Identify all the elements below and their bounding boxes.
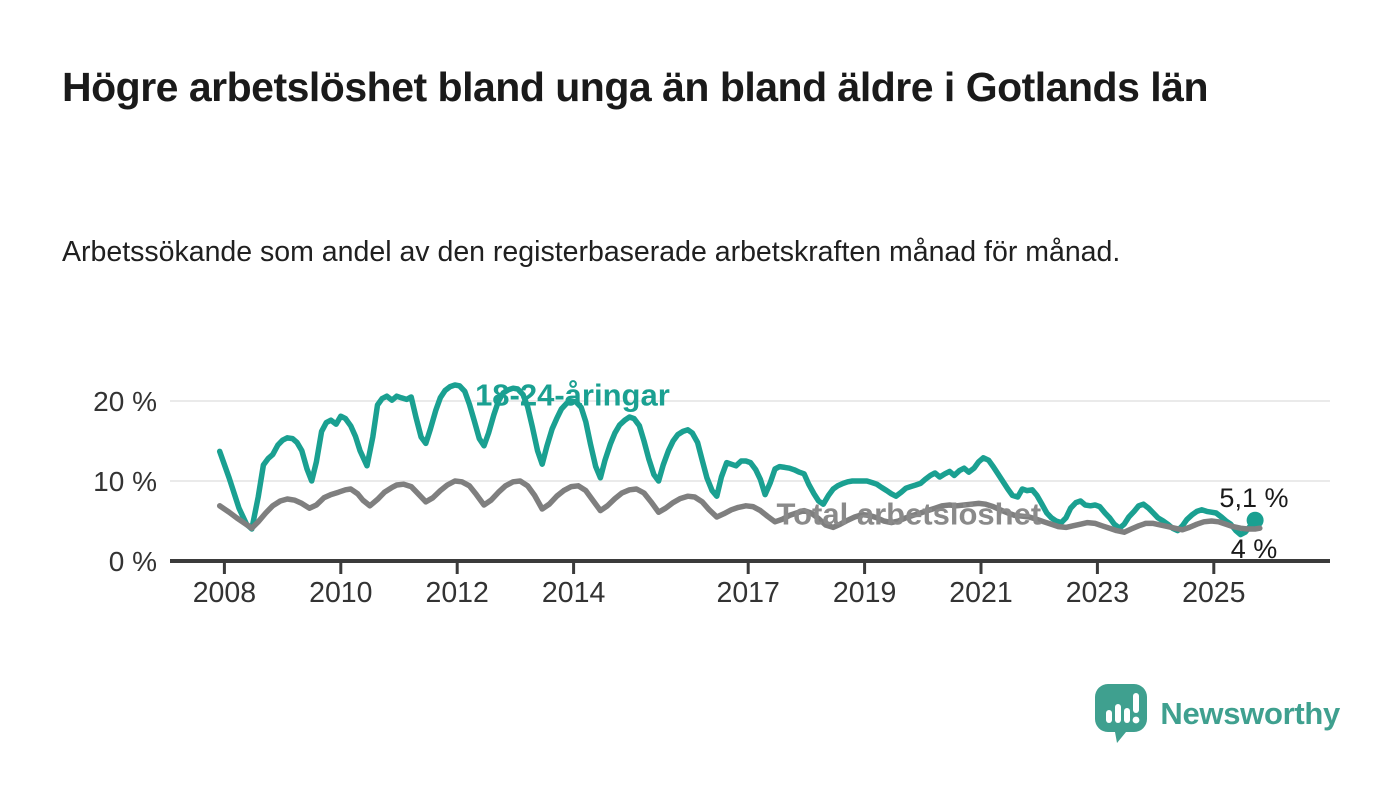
x-tick-label-2025: 2025 <box>1182 577 1245 609</box>
newsworthy-wordmark: Newsworthy <box>1160 696 1340 731</box>
newsworthy-bubble-chart-icon <box>1095 684 1148 743</box>
series-label-total: Total arbetslöshet <box>776 496 1041 531</box>
x-tick-label-2019: 2019 <box>833 577 896 609</box>
y-tick-label-10: 10 % <box>93 466 157 497</box>
chart-subtitle: Arbetssökande som andel av den registerb… <box>62 236 1121 268</box>
y-tick-label-0: 0 % <box>109 546 157 577</box>
chart-plot-area: 0 % 10 % 20 % 2008 2010 2012 2014 2017 2019 2021 2… <box>93 378 1330 609</box>
series-line-youth-18-24 <box>216 382 1258 538</box>
x-tick-label-2023: 2023 <box>1066 577 1129 609</box>
series-label-youth-18-24: 18-24-åringar <box>475 378 670 413</box>
x-tick-label-2014: 2014 <box>542 577 606 609</box>
latest-value-annotation-1: 4 % <box>1231 534 1278 564</box>
page-title: Högre arbetslöshet bland unga än bland ä… <box>62 64 1209 110</box>
x-tick-label-2017: 2017 <box>716 577 779 609</box>
x-tick-label-2021: 2021 <box>949 577 1012 609</box>
newsworthy-logo: Newsworthy <box>1095 684 1340 744</box>
latest-value-annotation-0: 5,1 % <box>1219 483 1288 513</box>
series-line-total <box>216 478 1263 535</box>
y-tick-label-20: 20 % <box>93 386 157 417</box>
x-tick-label-2010: 2010 <box>309 577 372 609</box>
series-end-dot-youth-18-24 <box>1246 511 1264 529</box>
x-tick-label-2008: 2008 <box>193 577 256 609</box>
x-tick-label-2012: 2012 <box>425 577 488 609</box>
